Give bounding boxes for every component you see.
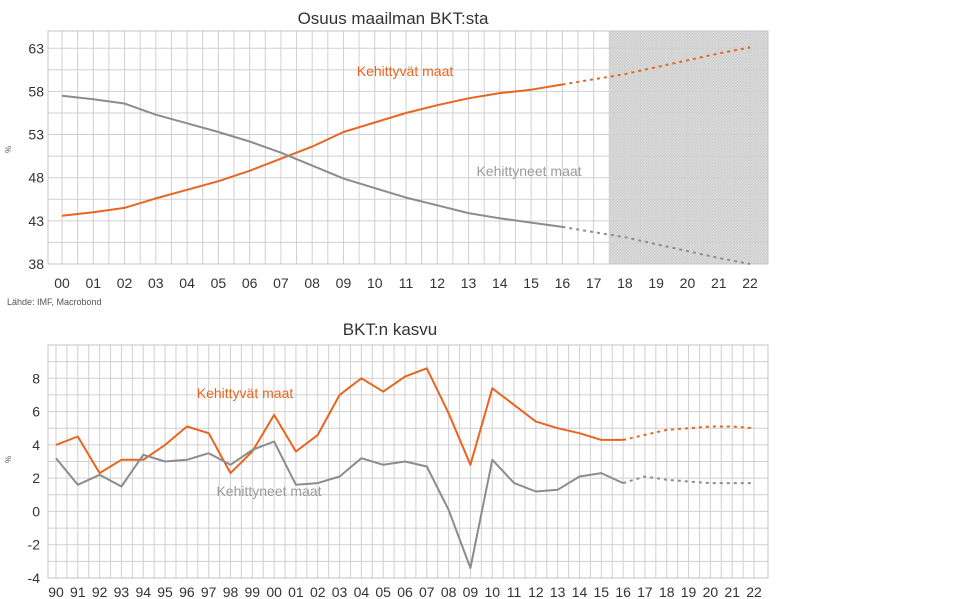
growth-chart-xtick-label: 97 — [201, 584, 217, 599]
share-chart-xtick-label: 18 — [617, 275, 633, 291]
share-chart-xtick-label: 22 — [742, 275, 758, 291]
share-chart-xtick-label: 16 — [555, 275, 571, 291]
share-chart-series-label-emerging: Kehittyvät maat — [357, 63, 454, 79]
growth-chart-xtick-label: 18 — [659, 584, 675, 599]
share-chart-xtick-label: 20 — [680, 275, 696, 291]
growth-chart-xtick-label: 98 — [223, 584, 239, 599]
share-chart-xtick-label: 05 — [211, 275, 227, 291]
growth-chart-xtick-label: 19 — [681, 584, 697, 599]
share-chart-ytick-label: 53 — [28, 127, 44, 143]
growth-chart-series-label-emerging: Kehittyvät maat — [197, 385, 294, 401]
growth-chart-line-advanced — [55, 440, 624, 569]
growth-chart-ytick-label: 0 — [32, 503, 40, 519]
growth-chart-title: BKT:n kasvu — [343, 320, 438, 339]
growth-chart-xtick-label: 14 — [572, 584, 588, 599]
growth-chart-xtick-label: 90 — [48, 584, 64, 599]
share-chart-forecast-shade — [609, 31, 768, 264]
growth-chart-xtick-label: 10 — [484, 584, 500, 599]
share-chart-grid — [47, 30, 769, 265]
growth-chart-xtick-label: 00 — [266, 584, 282, 599]
share-chart-xtick-label: 03 — [148, 275, 164, 291]
share-chart-xtick-label: 15 — [523, 275, 539, 291]
growth-chart-ytick-label: 8 — [32, 370, 40, 386]
share-chart-xtick-label: 10 — [367, 275, 383, 291]
growth-chart-xtick-label: 92 — [92, 584, 108, 599]
share-chart-source: Lähde: IMF, Macrobond — [7, 297, 102, 307]
share-chart-line-emerging — [61, 83, 563, 217]
growth-chart-ytick-label: 4 — [32, 437, 40, 453]
growth-chart-xtick-label: 06 — [397, 584, 413, 599]
growth-chart-xtick-label: 93 — [114, 584, 130, 599]
growth-chart-forecast-line-advanced — [622, 475, 754, 485]
growth-chart-xtick-label: 12 — [528, 584, 544, 599]
share-chart-ytick-label: 43 — [28, 213, 44, 229]
share-chart-xtick-label: 06 — [242, 275, 258, 291]
share-chart-line-advanced — [61, 94, 563, 228]
growth-chart-xtick-label: 91 — [70, 584, 86, 599]
share-chart-xtick-label: 00 — [54, 275, 70, 291]
growth-chart-ylabel: % — [4, 456, 13, 463]
growth-chart-xtick-label: 11 — [507, 584, 522, 599]
growth-chart-xtick-label: 08 — [441, 584, 457, 599]
growth-chart-xtick-label: 15 — [594, 584, 610, 599]
growth-chart-ytick-label: -4 — [28, 570, 41, 586]
share-chart-ytick-label: 63 — [28, 40, 44, 56]
share-chart: Osuus maailman BKT:sta % 38 43 48 53 58 63 00 0… — [4, 9, 769, 307]
growth-chart-xtick-label: 05 — [375, 584, 391, 599]
share-chart-xtick-label: 21 — [711, 275, 727, 291]
share-chart-xtick-label: 19 — [648, 275, 664, 291]
share-chart-xtick-label: 12 — [429, 275, 445, 291]
growth-chart-xtick-label: 04 — [354, 584, 370, 599]
growth-chart-ytick-label: 6 — [32, 404, 40, 420]
growth-chart-forecast-line-emerging — [622, 425, 755, 441]
share-chart-xtick-label: 14 — [492, 275, 508, 291]
growth-chart-xtick-label: 03 — [332, 584, 348, 599]
share-chart-xtick-label: 04 — [179, 275, 195, 291]
growth-chart-xtick-label: 95 — [157, 584, 173, 599]
growth-chart-xtick-label: 09 — [463, 584, 479, 599]
share-chart-ytick-label: 58 — [28, 83, 44, 99]
share-chart-ylabel: % — [4, 146, 13, 153]
share-chart-xtick-label: 13 — [461, 275, 477, 291]
growth-chart-xtick-label: 13 — [550, 584, 566, 599]
growth-chart-xtick-label: 94 — [135, 584, 151, 599]
growth-chart-frame — [47, 344, 769, 579]
growth-chart-xtick-label: 96 — [179, 584, 195, 599]
growth-chart-xtick-label: 99 — [245, 584, 261, 599]
share-chart-ytick-label: 38 — [28, 256, 44, 272]
growth-chart-xtick-label: 02 — [310, 584, 326, 599]
share-chart-xtick-label: 11 — [399, 275, 414, 291]
growth-chart-ytick-label: 2 — [32, 470, 40, 486]
growth-chart-xtick-label: 21 — [724, 584, 740, 599]
growth-chart-xtick-label: 17 — [637, 584, 653, 599]
growth-chart-xtick-label: 22 — [746, 584, 762, 599]
growth-chart-xtick-label: 07 — [419, 584, 435, 599]
share-chart-frame — [47, 30, 769, 265]
share-chart-xtick-label: 02 — [117, 275, 133, 291]
share-chart-xtick-label: 09 — [336, 275, 352, 291]
share-chart-xtick-label: 17 — [586, 275, 602, 291]
growth-chart-xtick-label: 16 — [615, 584, 631, 599]
share-chart-xtick-label: 01 — [85, 275, 101, 291]
growth-chart-xtick-label: 01 — [288, 584, 304, 599]
growth-chart-xtick-label: 20 — [703, 584, 719, 599]
growth-chart-ytick-label: -2 — [28, 537, 41, 553]
share-chart-xtick-label: 07 — [273, 275, 289, 291]
share-chart-series-label-advanced: Kehittyneet maat — [476, 163, 581, 179]
growth-chart-line-emerging — [55, 367, 624, 475]
growth-chart-series-label-advanced: Kehittyneet maat — [216, 483, 321, 499]
share-chart-ytick-label: 48 — [28, 170, 44, 186]
share-chart-xtick-label: 08 — [304, 275, 320, 291]
share-chart-title: Osuus maailman BKT:sta — [298, 9, 489, 28]
